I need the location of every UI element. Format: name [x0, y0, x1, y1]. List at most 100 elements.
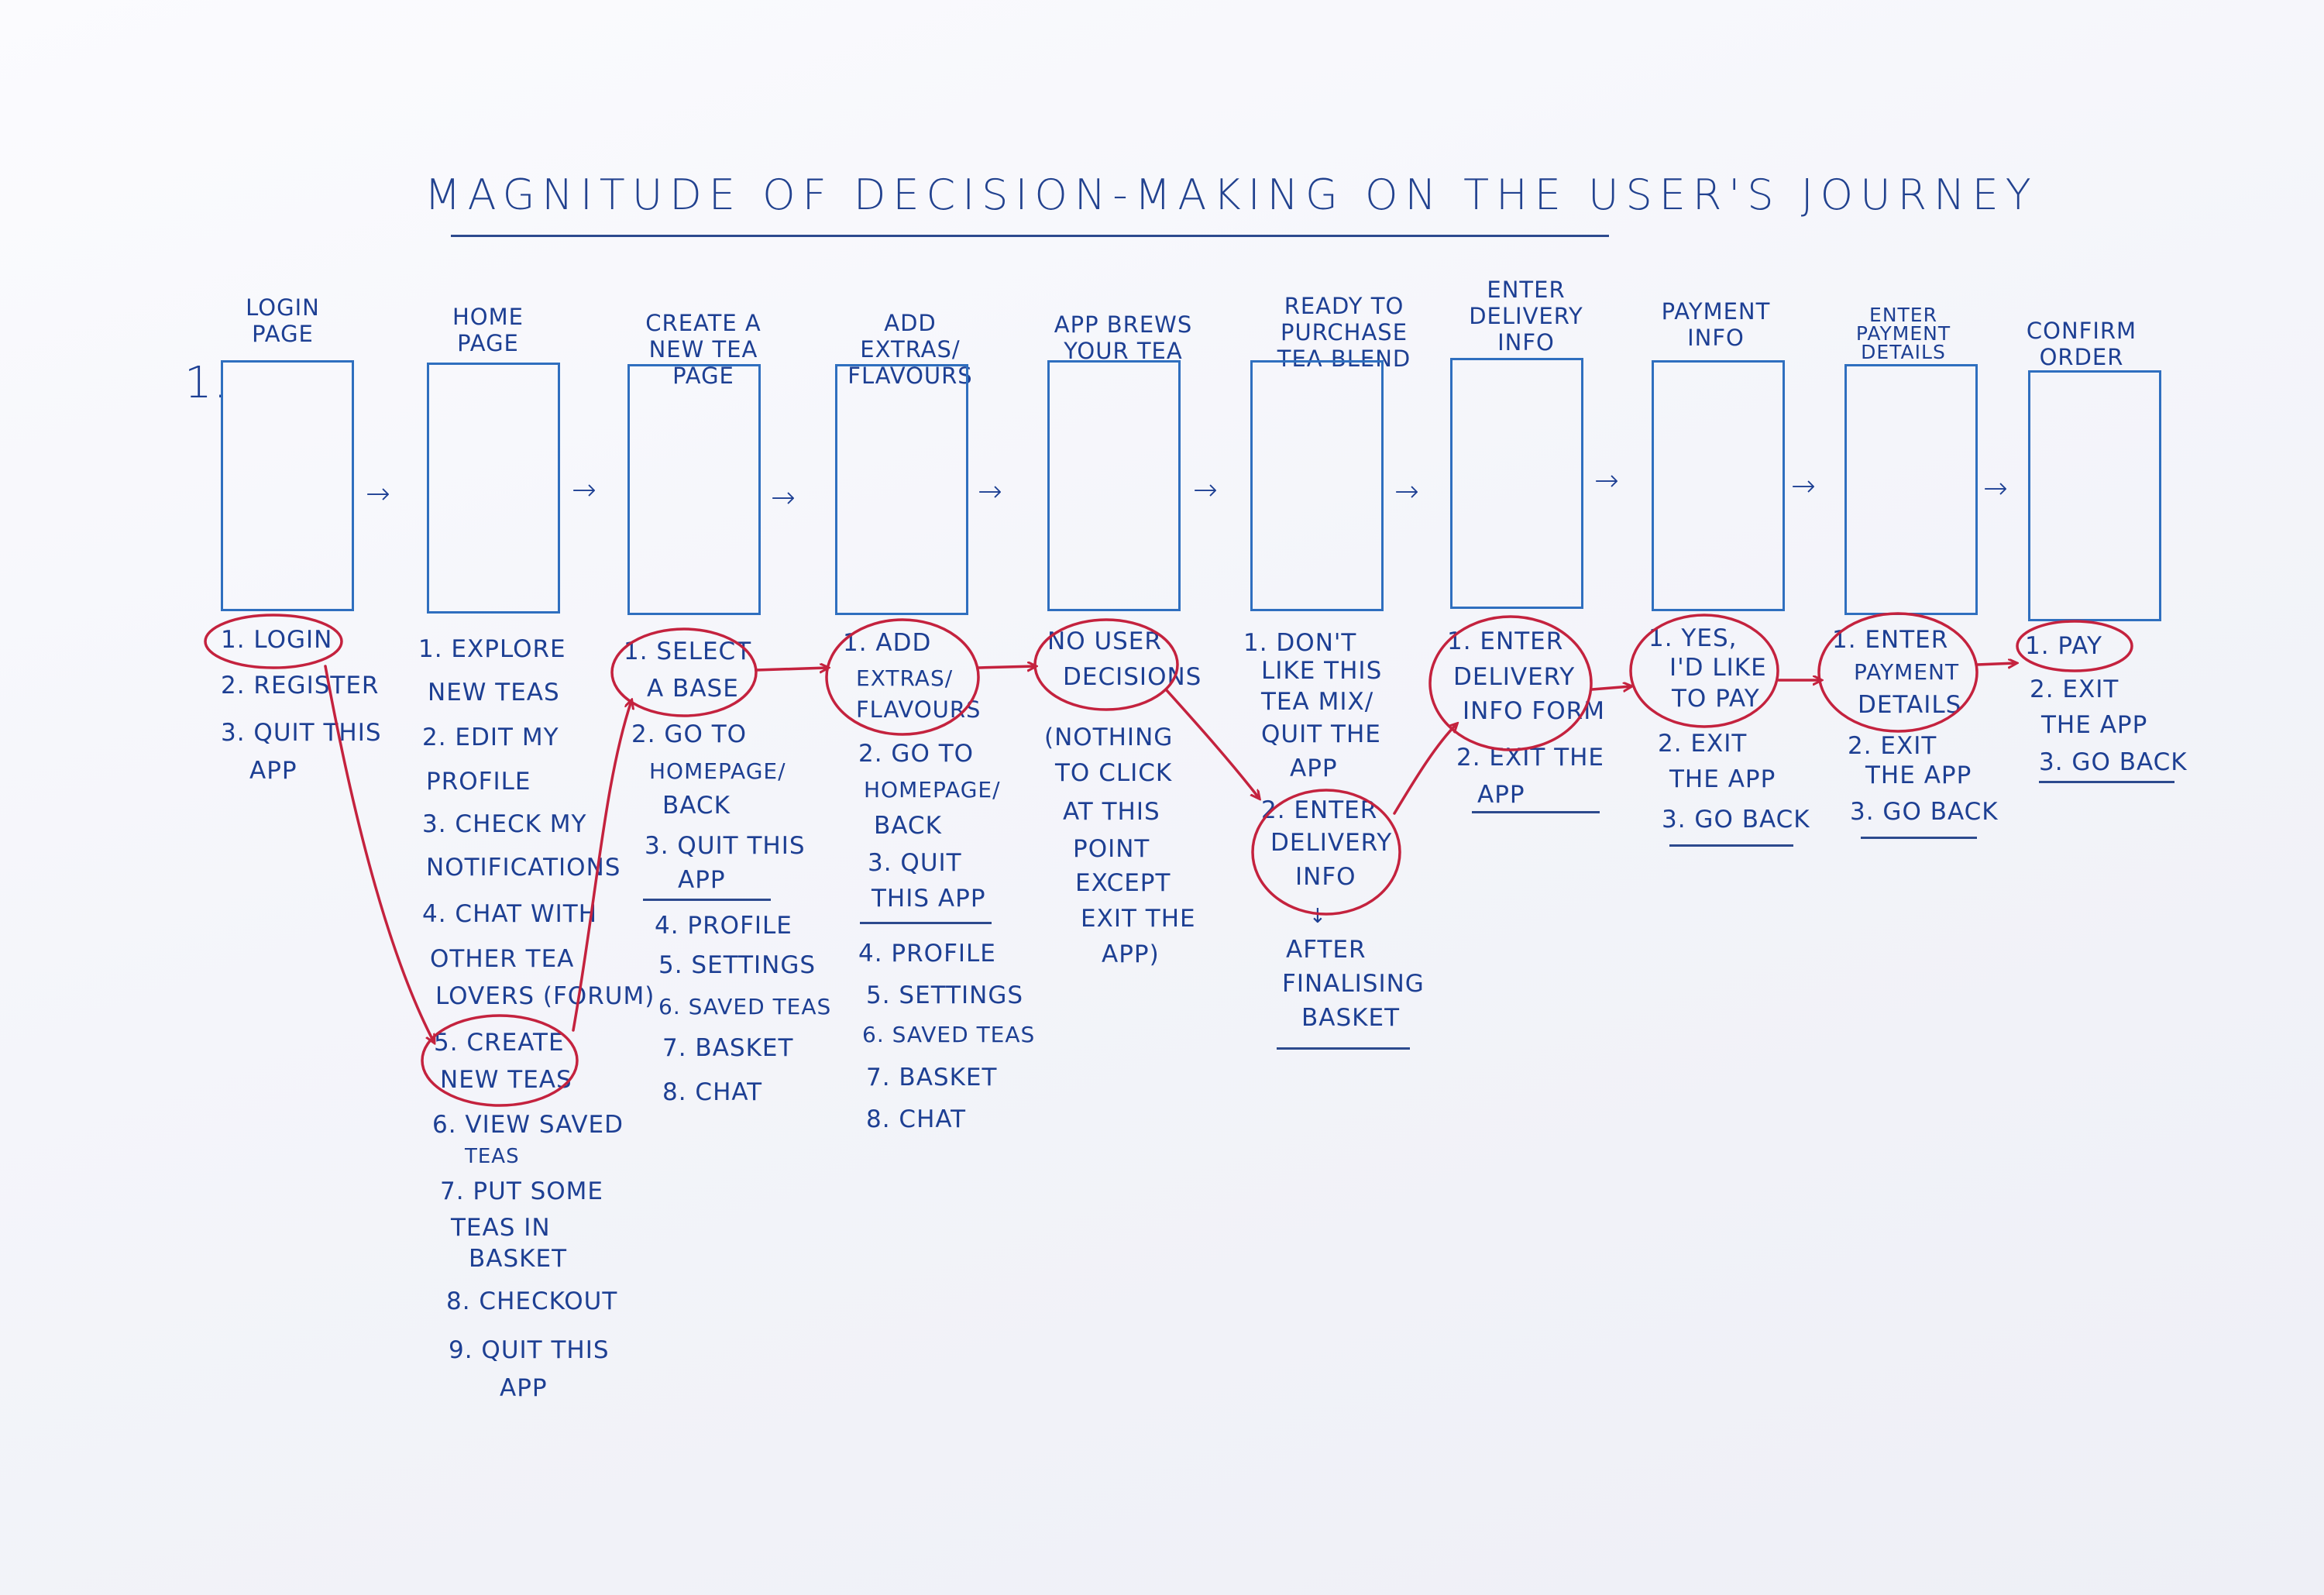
divider-line: [1861, 837, 1977, 839]
row-marker: 1.: [184, 358, 229, 408]
step-option: 3. GO BACK: [2039, 748, 2188, 776]
step-option: PROFILE: [426, 768, 531, 796]
step-option: 3. GO BACK: [1850, 798, 1999, 826]
step-option: THE APP: [2041, 711, 2148, 739]
step-option: BASKET: [1301, 1004, 1401, 1032]
step-option: INFO: [1295, 863, 1356, 891]
diagram-title: MAGNITUDE OF DECISION-MAKING ON THE USER…: [425, 170, 2038, 219]
step-option: 2. GO TO: [858, 740, 975, 768]
step-option: HOMEPAGE/: [864, 777, 1001, 803]
step-option: APP: [249, 757, 297, 785]
step-option: BACK: [874, 812, 942, 840]
step-label-enter-payment-details: ENTER PAYMENT DETAILS: [1855, 304, 1951, 363]
step-option: 3. QUIT: [868, 849, 962, 877]
step-option: 1. ENTER: [1447, 627, 1564, 655]
step-option: 5. SETTINGS: [658, 951, 816, 979]
step-option: 1. ADD: [843, 629, 932, 657]
step-option: 3. CHECK MY: [422, 810, 587, 838]
step-label-add-extras: ADD EXTRAS/ FLAVOURS: [847, 310, 973, 389]
highlight-circle: [1817, 612, 1978, 733]
step-option: INFO FORM: [1463, 697, 1605, 725]
flow-arrow: →: [1983, 471, 2008, 505]
step-option: 6. SAVED TEAS: [862, 1022, 1036, 1047]
step-option: BACK: [662, 792, 731, 820]
path-arrow: [1975, 663, 2016, 665]
step-option: 4. CHAT WITH: [422, 900, 598, 928]
step-option: 7. PUT SOME: [440, 1177, 604, 1205]
step-option: APP): [1102, 940, 1160, 968]
highlight-circle: [1251, 789, 1401, 916]
screen-frame-app-brews: [1047, 360, 1181, 611]
step-option: 7. BASKET: [866, 1064, 998, 1091]
step-label-create-new-tea-page: CREATE A NEW TEA PAGE: [645, 310, 761, 389]
path-arrow: [977, 666, 1035, 668]
step-option: TEA MIX/: [1261, 688, 1374, 716]
step-option: 8. CHECKOUT: [446, 1287, 618, 1315]
step-label-ready-to-purchase: READY TO PURCHASE TEA BLEND: [1277, 293, 1411, 372]
flow-arrow: →: [771, 480, 796, 514]
step-label-app-brews: APP BREWS YOUR TEA: [1054, 311, 1193, 364]
step-option: 2. EXIT: [1848, 732, 1937, 760]
step-option: BASKET: [469, 1245, 568, 1273]
step-option: EXTRAS/: [856, 665, 954, 691]
step-option: POINT: [1073, 835, 1150, 863]
flow-arrow: →: [1791, 469, 1816, 503]
step-option: OTHER TEA: [430, 945, 575, 973]
step-option: 2. GO TO: [631, 720, 748, 748]
step-option: DELIVERY: [1453, 663, 1576, 691]
divider-line: [2039, 781, 2174, 783]
path-arrow: [324, 665, 434, 1042]
step-option: 8. CHAT: [662, 1078, 763, 1106]
screen-frame-login-page: [221, 360, 354, 611]
step-label-payment-info: PAYMENT INFO: [1661, 298, 1771, 351]
step-option: AFTER: [1286, 936, 1367, 964]
step-option: 5. SETTINGS: [866, 981, 1024, 1009]
step-option: HOMEPAGE/: [649, 758, 786, 784]
path-arrow: [755, 668, 827, 670]
step-option: NO USER: [1047, 627, 1162, 655]
step-option: TEAS: [465, 1145, 520, 1168]
screen-frame-create-new-tea-page: [627, 364, 761, 615]
step-option: 3. QUIT THIS: [221, 719, 382, 747]
step-option: 1. EXPLORE: [418, 635, 566, 663]
flow-arrow: →: [366, 476, 390, 510]
highlight-circle: [1629, 614, 1779, 728]
step-label-home-page: HOME PAGE: [452, 304, 524, 356]
divider-line: [1669, 844, 1793, 847]
step-label-login-page: LOGIN PAGE: [246, 294, 320, 347]
divider-line: [860, 922, 992, 924]
step-option: (NOTHING: [1044, 724, 1174, 751]
step-option: LIKE THIS: [1261, 657, 1383, 685]
step-option: PAYMENT: [1854, 659, 1960, 685]
step-option: APP: [678, 866, 726, 894]
path-arrow: [572, 701, 631, 1032]
step-option: 1. YES,: [1648, 624, 1738, 652]
divider-line: [1472, 811, 1600, 813]
step-option: 2. ENTER: [1261, 796, 1378, 824]
step-option: APP: [500, 1374, 548, 1402]
step-option: 4. PROFILE: [858, 940, 996, 968]
step-option: FLAVOURS: [856, 696, 982, 723]
flow-arrow: →: [1594, 463, 1619, 497]
title-underline: [451, 235, 1609, 237]
highlight-circle: [1428, 615, 1593, 751]
highlight-circle: [204, 614, 343, 669]
step-option: 7. BASKET: [662, 1034, 794, 1062]
step-label-enter-delivery-info: ENTER DELIVERY INFO: [1469, 277, 1583, 356]
flow-arrow: →: [1193, 473, 1218, 507]
step-option: NEW TEAS: [428, 679, 560, 706]
step-option: TEAS IN: [451, 1214, 551, 1242]
step-option: TO PAY: [1672, 685, 1760, 713]
step-option: NEW TEAS: [440, 1066, 572, 1094]
step-option: 3. QUIT THIS: [645, 832, 806, 860]
flow-arrow: →: [1394, 474, 1419, 508]
flow-arrow: →: [978, 474, 1002, 508]
step-option: 1. SELECT: [624, 638, 752, 665]
highlight-circle: [825, 618, 980, 736]
screen-frame-payment-info: [1652, 360, 1785, 611]
step-option: 6. SAVED TEAS: [658, 994, 832, 1019]
path-arrow: [1590, 686, 1631, 689]
step-label-confirm-order: CONFIRM ORDER: [2026, 318, 2137, 370]
step-option: 1. LOGIN: [221, 626, 333, 654]
